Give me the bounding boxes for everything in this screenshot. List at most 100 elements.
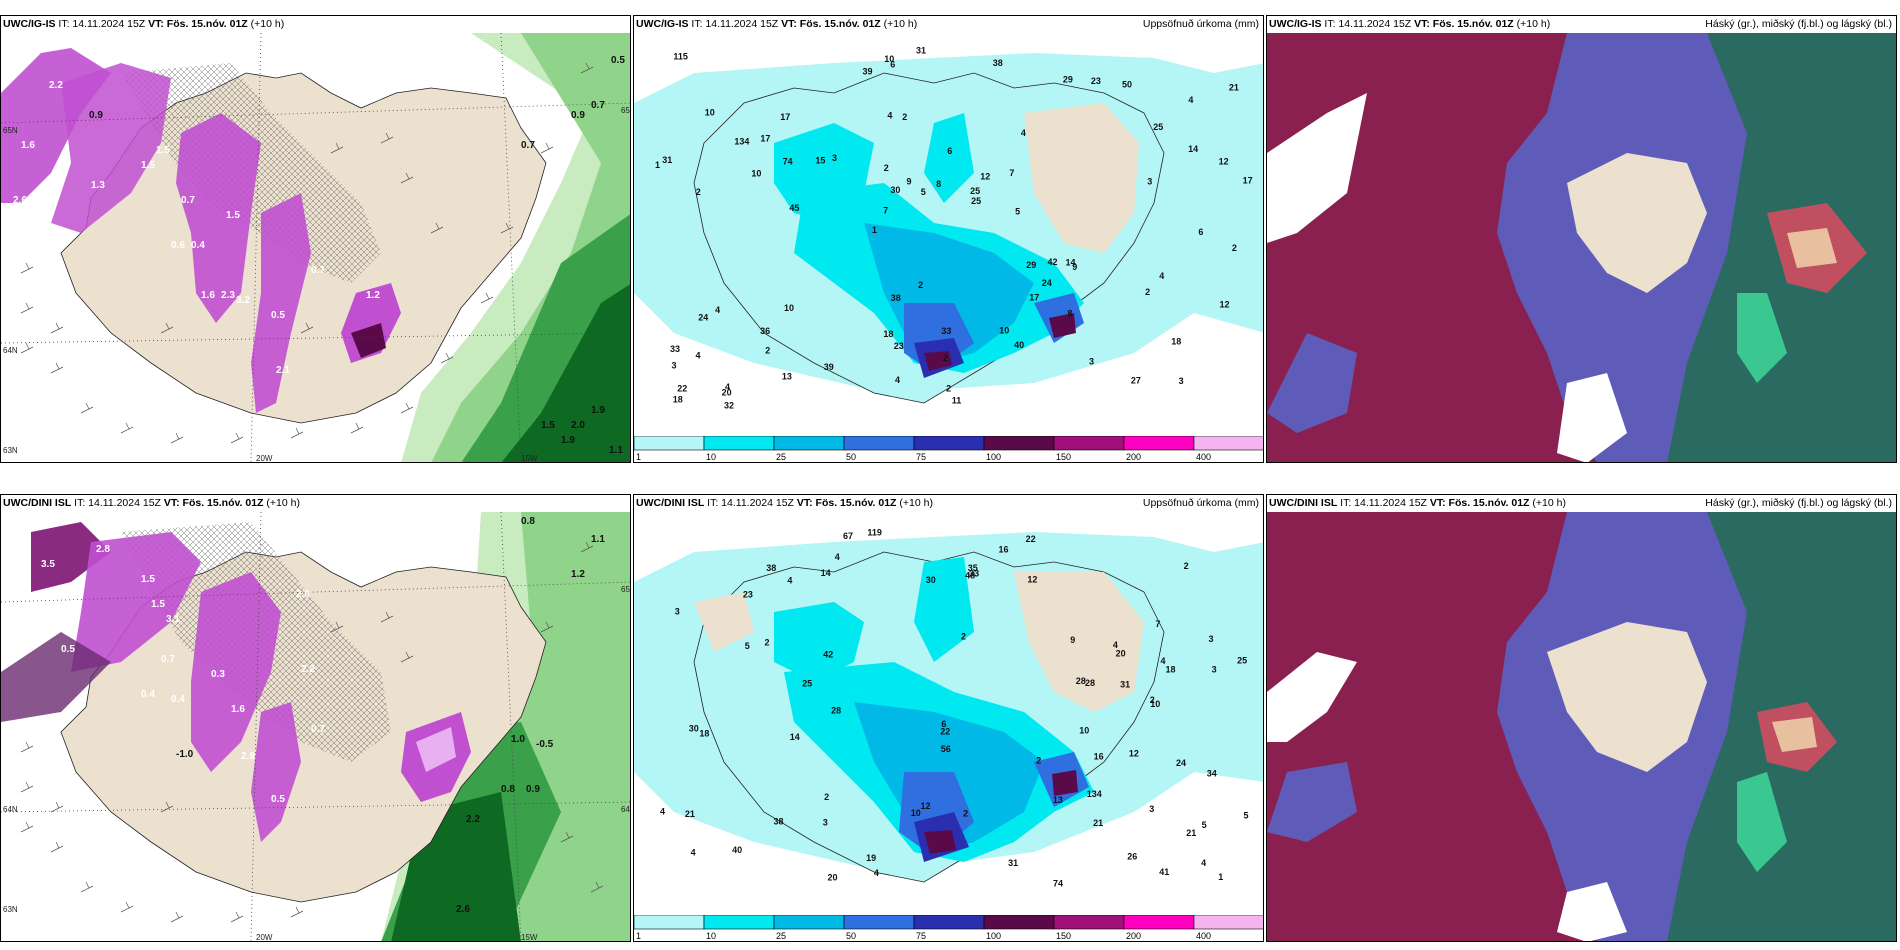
precip-value: 10 xyxy=(751,169,761,179)
svg-text:0.7: 0.7 xyxy=(181,195,195,206)
precip-value: 9 xyxy=(1070,635,1075,645)
svg-text:2.1: 2.1 xyxy=(101,519,115,530)
svg-text:1.6: 1.6 xyxy=(231,704,245,715)
precip-value: 50 xyxy=(1122,79,1132,89)
precip-value: 18 xyxy=(883,329,893,339)
panel-wind-bottom: UWC/DINI ISL IT: 14.11.2024 15Z VT: Fös.… xyxy=(0,494,631,942)
precip-value: 33 xyxy=(670,344,680,354)
svg-text:1.1: 1.1 xyxy=(591,534,605,545)
panel-field-name: Uppsöfnuð úrkoma (mm) xyxy=(1142,18,1259,30)
svg-text:0.6: 0.6 xyxy=(171,240,185,251)
lat-63n-label: 63N xyxy=(3,446,18,455)
precip-value: 1 xyxy=(872,225,877,235)
precip-value: 30 xyxy=(689,724,699,734)
svg-text:2.2: 2.2 xyxy=(49,80,63,91)
panel-field-name: Háský (gr.), miðský (fj.bl.) og lágský (… xyxy=(1705,497,1892,509)
precip-value: 10 xyxy=(911,808,921,818)
svg-text:2.9: 2.9 xyxy=(241,751,255,762)
svg-text:2.8: 2.8 xyxy=(96,544,110,555)
colorbar: 1 10 25 50 75 100 150 200 400 xyxy=(634,435,1263,462)
lat-64n-label: 64N xyxy=(621,805,631,814)
colorbar-swatch xyxy=(913,914,985,930)
lat-65n-label: 65N xyxy=(621,106,631,115)
precip-value: 12 xyxy=(1219,157,1229,167)
precip-value: 22 xyxy=(940,727,950,737)
precip-value: 31 xyxy=(916,46,926,56)
precip-value: 4 xyxy=(660,806,665,816)
precip-value: 13 xyxy=(1053,795,1063,805)
svg-text:2.1: 2.1 xyxy=(276,365,290,376)
svg-text:2.2: 2.2 xyxy=(301,664,315,675)
precip-value: 38 xyxy=(993,58,1003,68)
precip-value: 30 xyxy=(890,185,900,195)
precip-value: 36 xyxy=(760,326,770,336)
colorbar-label: 400 xyxy=(1196,452,1211,462)
precip-value: 28 xyxy=(1085,678,1095,688)
precip-value: 3 xyxy=(1147,177,1152,187)
precip-value: 4 xyxy=(1201,858,1206,868)
colorbar-label: 10 xyxy=(706,452,716,462)
precip-value: 21 xyxy=(1093,818,1103,828)
panel-title: UWC/IG-IS IT: 14.11.2024 15Z VT: Fös. 15… xyxy=(1269,18,1551,30)
precip-value: 4 xyxy=(1113,640,1118,650)
precip-value: 4 xyxy=(835,552,840,562)
precip-value: 38 xyxy=(891,293,901,303)
colorbar-label: 1 xyxy=(636,452,641,462)
precip-value: 24 xyxy=(1042,278,1052,288)
precip-value: 4 xyxy=(895,375,900,385)
field-values: 2.2 1.6 0.9 1.5 1.5 1.3 2.6 1.3 0.7 0.5 … xyxy=(13,55,625,456)
svg-text:1.2: 1.2 xyxy=(366,290,380,301)
precip-value: 5 xyxy=(1244,810,1249,820)
precip-value: 31 xyxy=(1120,680,1130,690)
svg-text:3.5: 3.5 xyxy=(41,559,55,570)
precip-value: 6 xyxy=(941,719,946,729)
precip-value: 9 xyxy=(907,176,912,186)
colorbar-swatch xyxy=(1193,435,1263,451)
svg-text:0.4: 0.4 xyxy=(141,689,155,700)
colorbar-label: 50 xyxy=(846,452,856,462)
svg-text:0.7: 0.7 xyxy=(161,654,175,665)
precip-value: 2 xyxy=(765,637,770,647)
svg-text:0.3: 0.3 xyxy=(211,669,225,680)
precip-value: 42 xyxy=(823,649,833,659)
precip-value: 12 xyxy=(1027,574,1037,584)
svg-text:0.5: 0.5 xyxy=(271,310,285,321)
precip-value: 3 xyxy=(823,818,828,828)
precip-value: 4 xyxy=(1188,95,1193,105)
precip-value: 3 xyxy=(675,607,680,617)
precip-value: 10 xyxy=(999,326,1009,336)
precip-value: 34 xyxy=(1207,768,1217,778)
precip-value: 2 xyxy=(1232,243,1237,253)
svg-text:-0.5: -0.5 xyxy=(536,739,554,750)
precip-value: 19 xyxy=(866,853,876,863)
lon-20w-label: 20W xyxy=(256,454,273,463)
precip-value: 18 xyxy=(1166,665,1176,675)
precip-value: 1 xyxy=(1218,872,1223,882)
svg-text:1.5: 1.5 xyxy=(141,160,155,171)
precip-value: 2 xyxy=(765,345,770,355)
precip-value: 4 xyxy=(874,868,879,878)
precip-value: 28 xyxy=(1076,676,1086,686)
precip-value: 6 xyxy=(890,60,895,70)
svg-text:0.4: 0.4 xyxy=(171,694,185,705)
svg-text:1.5: 1.5 xyxy=(156,145,170,156)
precip-value: 7 xyxy=(883,206,888,216)
precip-value: 74 xyxy=(783,156,793,166)
precip-value: 12 xyxy=(980,172,990,182)
precip-value: 17 xyxy=(1243,175,1253,185)
precip-value: 4 xyxy=(725,382,730,392)
svg-text:1.6: 1.6 xyxy=(201,290,215,301)
precip-value: 4 xyxy=(696,351,701,361)
precip-value: 2 xyxy=(961,632,966,642)
precip-value: 3 xyxy=(832,153,837,163)
svg-text:0.5: 0.5 xyxy=(271,794,285,805)
precip-map: 3241444643322129106172914718301729102718… xyxy=(634,33,1263,438)
svg-text:-1.0: -1.0 xyxy=(176,749,194,760)
colorbar-label: 75 xyxy=(916,452,926,462)
precip-value: 23 xyxy=(1091,76,1101,86)
colorbar-swatch xyxy=(1053,914,1125,930)
colorbar: 1 10 25 50 75 100 150 200 400 xyxy=(634,914,1263,941)
precip-value: 1 xyxy=(655,160,660,170)
svg-text:0.9: 0.9 xyxy=(89,110,103,121)
svg-text:1.2: 1.2 xyxy=(571,569,585,580)
